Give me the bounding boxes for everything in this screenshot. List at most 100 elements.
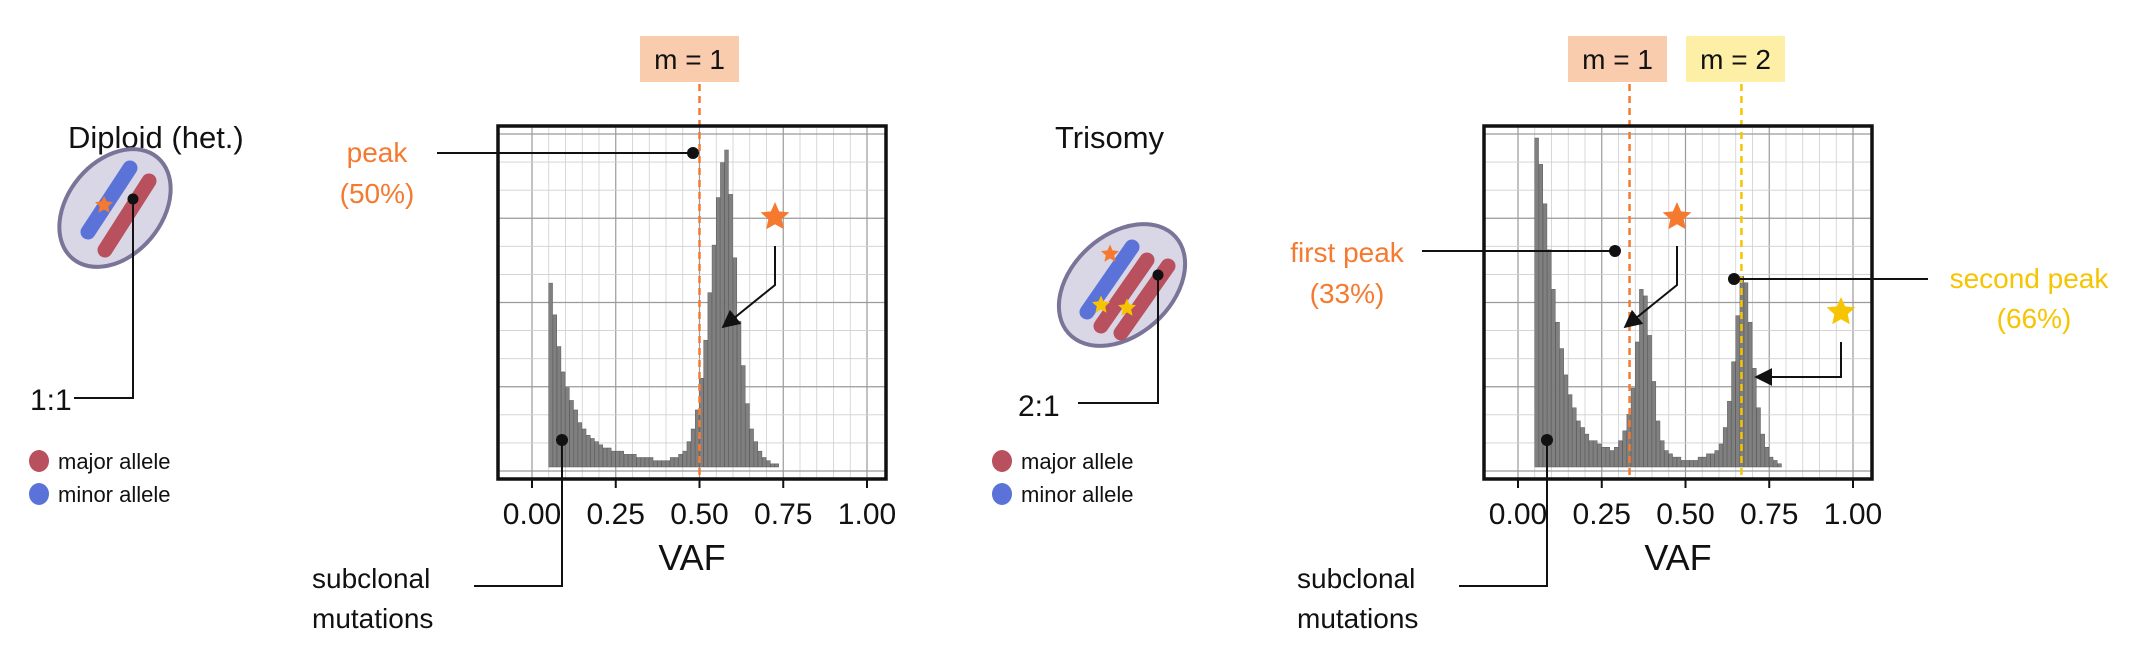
histogram-bar — [1773, 460, 1778, 468]
histogram-bar — [1685, 460, 1690, 468]
histogram-bar — [703, 339, 708, 468]
histogram-bar — [1756, 407, 1761, 468]
histogram-bar — [1609, 450, 1615, 468]
x-tick-label: 0.50 — [670, 498, 728, 531]
histogram-bar — [720, 162, 725, 468]
diploid-vaf-histogram: 0.00 0.25 0.50 0.75 1.00 — [496, 84, 896, 531]
minor-allele-swatch — [992, 483, 1012, 505]
histogram-bar — [749, 428, 754, 468]
histogram-bar — [1572, 407, 1577, 468]
m2-label: m = 2 — [1700, 44, 1771, 75]
histogram-bar — [1743, 282, 1749, 468]
histogram-bar — [1538, 164, 1543, 468]
histogram-bar — [640, 457, 645, 468]
histogram-bar — [736, 320, 742, 468]
histogram-bar — [607, 447, 612, 468]
histogram-bar — [1630, 387, 1636, 468]
histogram-bar — [665, 460, 671, 468]
subclonal-label-2: mutations — [312, 603, 433, 634]
x-tick-label: 0.25 — [1573, 498, 1631, 531]
histogram-bar — [1588, 440, 1594, 468]
histogram-bar — [548, 282, 553, 468]
histogram-bar — [1748, 321, 1753, 468]
ratio-label: 2:1 — [1018, 390, 1060, 423]
histogram-bar — [707, 292, 712, 468]
histogram-bar — [1672, 456, 1677, 468]
m2-clonal-arrow — [1754, 342, 1842, 386]
histogram-bar — [644, 457, 650, 468]
histogram-bar — [682, 450, 687, 468]
legend-major-label: major allele — [58, 449, 171, 474]
histogram-bar — [1664, 450, 1669, 468]
histogram-bar — [573, 409, 578, 468]
histogram-bar — [615, 450, 620, 468]
histogram-bar — [1534, 137, 1539, 468]
x-axis-label: VAF — [658, 537, 725, 578]
histogram-bar — [590, 438, 595, 468]
plot-frame — [1482, 124, 1874, 481]
histogram-bar — [711, 244, 717, 468]
diploid-title: Diploid (het.) — [68, 120, 244, 155]
histogram-bar — [1764, 447, 1770, 468]
minor-allele-chromosome — [80, 160, 138, 240]
histogram-bar — [766, 460, 771, 468]
histogram-bar — [1605, 447, 1610, 468]
x-tick-label: 0.75 — [1740, 498, 1798, 531]
m1-label-box — [1568, 36, 1667, 82]
histogram-bar — [1660, 440, 1665, 468]
histogram-bar — [728, 194, 733, 468]
histogram-bar — [724, 149, 729, 468]
histogram-bar — [565, 387, 570, 468]
trisomy-cell — [1056, 222, 1188, 404]
peak-label: peak — [347, 137, 409, 168]
histogram-bar — [1555, 321, 1560, 468]
histogram-bar — [1568, 394, 1573, 468]
m2-clonal-star-icon — [1826, 297, 1856, 325]
histogram-bar — [1710, 453, 1715, 468]
histogram-bar — [1614, 447, 1619, 468]
trisomy-vaf-histogram: 0.00 0.25 0.50 0.75 1.00 — [1482, 84, 1882, 531]
first-peak-dot — [1609, 245, 1621, 257]
histogram-bar — [1777, 463, 1782, 468]
legend-major-label: major allele — [1021, 449, 1134, 474]
histogram-bar — [1676, 456, 1682, 468]
histogram-bar — [657, 460, 662, 468]
histogram-bar — [1639, 289, 1644, 468]
histogram-bar — [623, 454, 629, 468]
histogram-bar — [1622, 430, 1627, 468]
subclonal-label: subclonal — [312, 563, 430, 594]
m2-label-box — [1686, 36, 1785, 82]
m1-clonal-star-icon — [1662, 202, 1692, 230]
histogram-bar — [649, 457, 654, 468]
histogram-bar — [619, 450, 624, 468]
subclonal-callout-line — [474, 440, 563, 587]
minor-allele-chromosome — [1079, 239, 1140, 320]
histogram-bar — [1655, 420, 1661, 468]
subclonal-callout-line — [1459, 440, 1548, 587]
histogram-bar — [1668, 453, 1673, 468]
histogram-bar — [669, 457, 675, 468]
histogram-bar — [1635, 341, 1640, 468]
ratio-label: 1:1 — [30, 384, 72, 417]
second-peak-dot — [1728, 273, 1740, 285]
plot-frame — [496, 124, 888, 481]
major-allele-swatch — [29, 450, 49, 472]
second-peak-value-label: (66%) — [1997, 303, 2072, 334]
first-peak-label: first peak — [1290, 237, 1405, 268]
mutation-star-icon — [95, 195, 113, 213]
trisomy-panel: Trisomy 2:1 major allele minor allele 0. — [992, 36, 2109, 634]
m1-label: m = 1 — [1582, 44, 1653, 75]
histogram-bar — [1584, 433, 1590, 468]
histogram-bar — [632, 454, 637, 468]
m1-star-icon — [1101, 244, 1119, 262]
m1-clonal-arrow — [1623, 246, 1678, 329]
subclonal-label: subclonal — [1297, 563, 1415, 594]
m1-label-box — [640, 36, 739, 82]
histogram-bar — [1769, 456, 1774, 468]
histogram-bar — [561, 371, 566, 468]
histogram-bar — [770, 463, 775, 468]
peak-value-label: (50%) — [340, 178, 415, 209]
second-peak-label: second peak — [1950, 263, 2110, 294]
histogram-bar — [594, 441, 599, 468]
